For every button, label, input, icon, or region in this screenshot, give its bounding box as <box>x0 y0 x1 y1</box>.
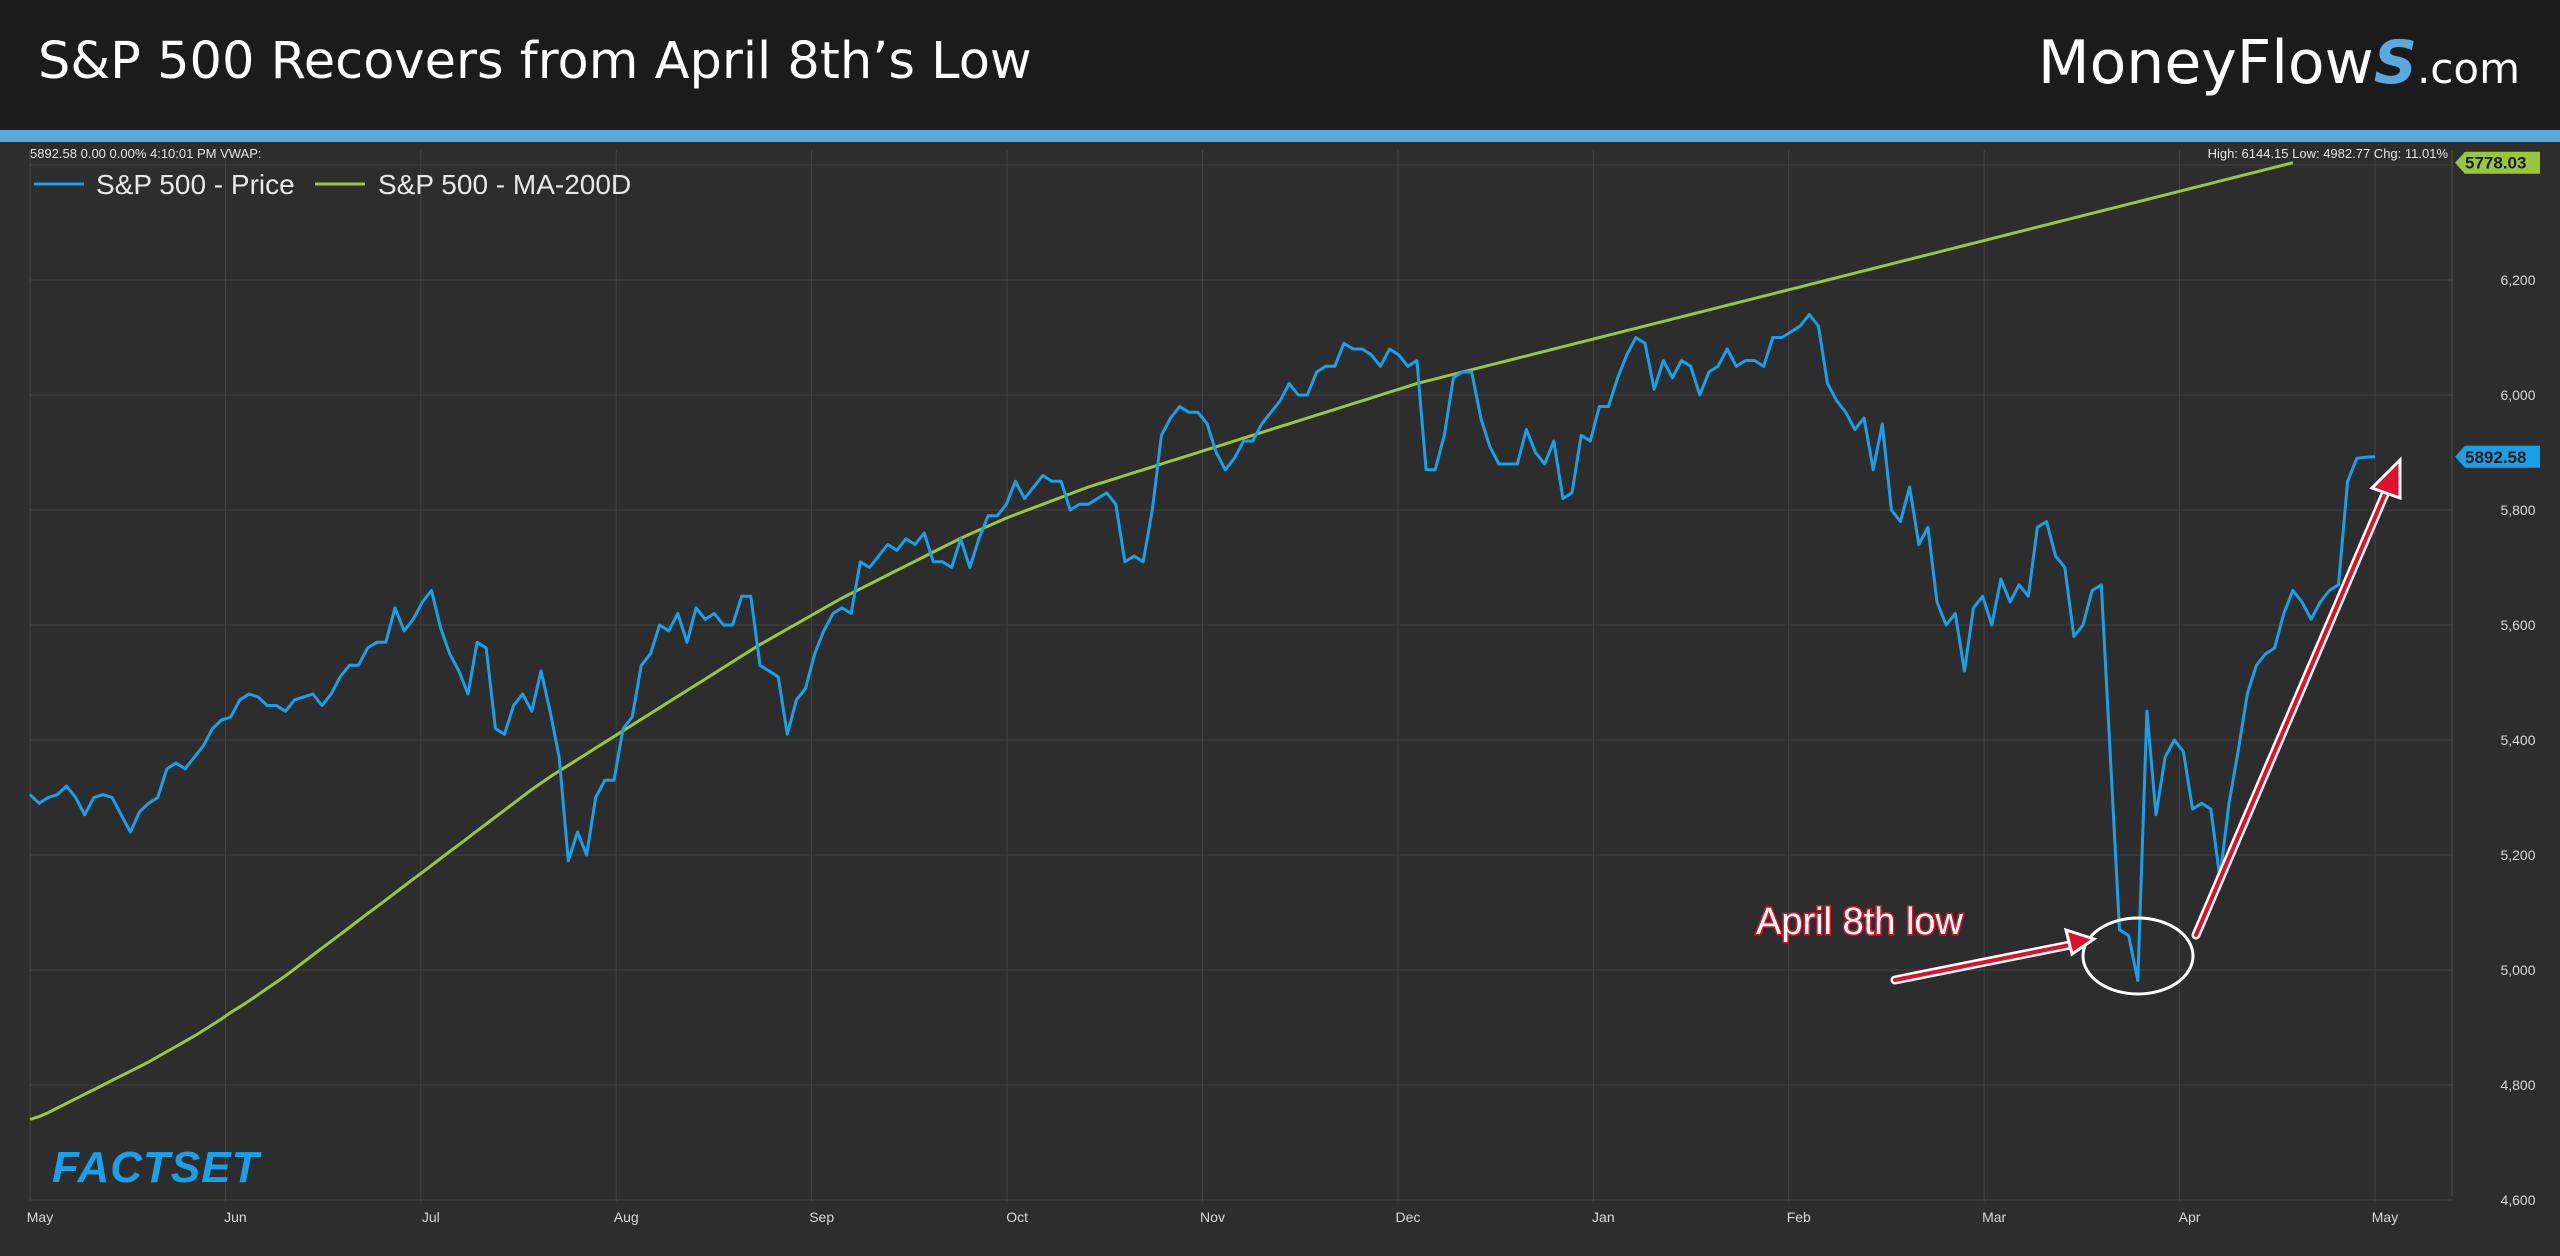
price-last-tag: 5892.58 <box>2455 445 2540 468</box>
ma-tag-label: 5778.03 <box>2465 154 2526 173</box>
y-tick-labels: 4,600 4,800 5,000 5,200 5,400 5,600 5,800 6,000… <box>2500 157 2535 1208</box>
arrow-to-low <box>1893 941 2082 982</box>
x-tick-label: Jan <box>1592 1209 1615 1225</box>
low-highlight-circle <box>2081 916 2195 996</box>
price-tag-label: 5892.58 <box>2465 448 2526 467</box>
y-tick-label: 5,600 <box>2500 617 2535 633</box>
x-tick-label: Feb <box>1787 1209 1811 1225</box>
y-tick-label: 5,200 <box>2500 847 2535 863</box>
x-tick-label: Jun <box>224 1209 247 1225</box>
x-tick-label: May <box>27 1209 53 1225</box>
y-tick-label: 4,800 <box>2500 1077 2535 1093</box>
x-tick-label: Apr <box>2179 1209 2201 1225</box>
accent-divider <box>0 130 2560 142</box>
grid-lines <box>29 150 2452 1202</box>
header-bar <box>0 0 2560 130</box>
legend-price-label: S&P 500 - Price <box>96 169 295 200</box>
brand-mark: S <box>2373 28 2417 98</box>
price-tag-shape <box>2455 445 2540 468</box>
info-right: High: 6144.15 Low: 4982.77 Chg: 11.01% <box>2208 146 2449 161</box>
y-tick-label: 6,200 <box>2500 272 2535 288</box>
annotation-label: April 8th low <box>1756 901 1964 943</box>
chart: 5892.58 0.00 0.00% 4:10:01 PM VWAP: High… <box>27 146 2540 1225</box>
brand-tld: .com <box>2416 44 2520 93</box>
ma-tag-shape <box>2455 151 2540 174</box>
x-tick-label: Mar <box>1982 1209 2006 1225</box>
y-tick-label: 6,000 <box>2500 387 2535 403</box>
brand-main: MoneyFlow <box>2037 28 2374 98</box>
arrow-recovery-head <box>2369 456 2402 501</box>
x-tick-label: Dec <box>1395 1209 1420 1225</box>
y-tick-label: 4,600 <box>2500 1192 2535 1208</box>
arrow-recovery <box>2194 485 2390 937</box>
x-tick-label: Aug <box>614 1209 639 1225</box>
ma-200d-line <box>29 161 2294 1121</box>
y-tick-label: 5,800 <box>2500 502 2535 518</box>
ma-series-layer <box>29 161 2294 1121</box>
x-tick-label: Jul <box>422 1209 440 1225</box>
legend: S&P 500 - Price S&P 500 - MA-200D <box>34 169 631 200</box>
info-left: 5892.58 0.00 0.00% 4:10:01 PM VWAP: <box>30 146 262 161</box>
x-tick-label: Sep <box>809 1209 834 1225</box>
page-title: S&P 500 Recovers from April 8th’s Low <box>38 32 1032 91</box>
price-line <box>28 313 2376 982</box>
brand-logo: MoneyFlowS.com <box>2038 28 2520 98</box>
y-tick-label: 5,000 <box>2500 962 2535 978</box>
x-tick-label: May <box>2372 1209 2398 1225</box>
arrow-to-low-head <box>2063 927 2098 957</box>
x-tick-labels: May Jun Jul Aug Sep Oct Nov Dec Jan Feb Mar Apr May <box>27 1209 2398 1225</box>
x-tick-label: Nov <box>1200 1209 1225 1225</box>
ma-last-tag: 5778.03 <box>2455 151 2540 174</box>
factset-logo: FACTSET <box>52 1143 262 1192</box>
x-tick-label: Oct <box>1006 1209 1028 1225</box>
y-tick-label: 5,400 <box>2500 732 2535 748</box>
legend-ma-label: S&P 500 - MA-200D <box>378 169 631 200</box>
price-series-layer <box>28 313 2376 982</box>
